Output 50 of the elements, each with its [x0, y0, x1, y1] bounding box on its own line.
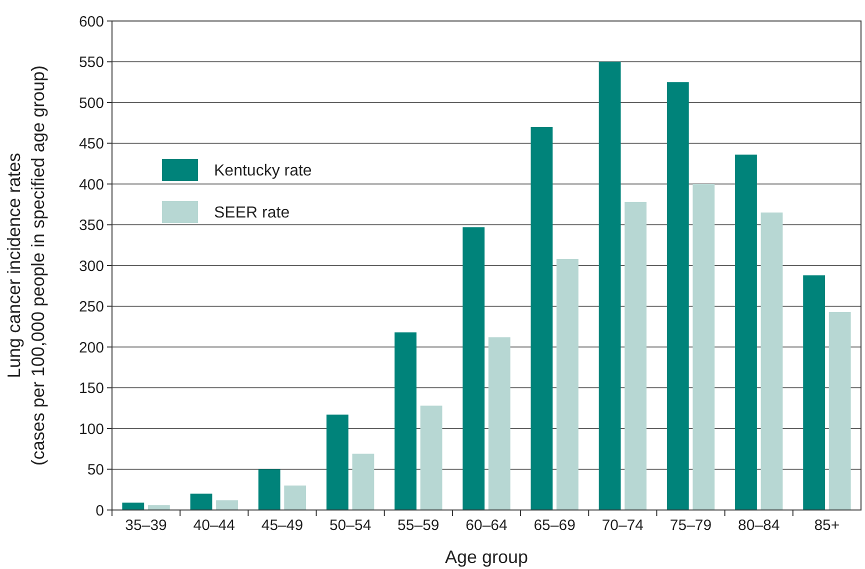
bar: [624, 202, 647, 510]
bar: [692, 184, 715, 510]
bar: [122, 502, 144, 510]
bar: [148, 505, 170, 510]
x-tick-label: 70–74: [602, 517, 644, 534]
legend-label: Kentucky rate: [214, 162, 312, 180]
bar: [828, 312, 851, 510]
bar: [462, 227, 485, 510]
x-tick-label: 60–64: [466, 517, 508, 534]
y-tick-label: 500: [78, 94, 104, 112]
x-tick-label: 80–84: [738, 517, 780, 534]
y-tick-label: 300: [78, 258, 104, 275]
bar: [420, 406, 442, 510]
y-tick-label: 550: [78, 54, 104, 71]
bar: [216, 500, 238, 510]
y-tick-label: 450: [78, 136, 104, 152]
bar: [258, 469, 280, 510]
bar: [598, 62, 621, 510]
x-tick-label: 75–79: [670, 517, 712, 534]
bar: [352, 454, 374, 510]
bar: [488, 337, 510, 510]
legend-label: SEER rate: [214, 204, 290, 222]
bar: [666, 82, 689, 510]
x-axis-title: Age group: [444, 547, 528, 567]
bar: [556, 258, 578, 510]
x-tick-label: 55–59: [398, 517, 440, 534]
bar: [394, 332, 416, 510]
bar: [530, 126, 553, 510]
y-axis-title: Lung cancer incidence rates (cases per 100,000 people in specified age group): [4, 65, 48, 466]
y-tick-label: 150: [78, 380, 104, 397]
y-tick-label: 400: [78, 176, 104, 194]
bar: [190, 494, 212, 510]
x-tick-label: 40–44: [193, 517, 235, 534]
x-tick-label: 45–49: [261, 517, 304, 534]
y-tick-label: 200: [78, 339, 104, 356]
bar: [284, 486, 306, 510]
bar: [735, 154, 757, 510]
bar: [803, 275, 826, 510]
x-tick-label: 50–54: [329, 517, 372, 534]
x-tick-label: 65–69: [534, 517, 576, 534]
y-tick-label: 0: [96, 502, 104, 520]
x-tick-label: 35–39: [125, 517, 167, 534]
bar: [326, 414, 348, 510]
y-tick-label: 100: [78, 420, 104, 438]
y-tick-label: 600: [78, 13, 104, 30]
y-tick-label: 50: [87, 462, 104, 478]
bar: [760, 212, 783, 510]
x-tick-label: 85+: [814, 517, 840, 534]
y-tick-label: 350: [78, 217, 104, 234]
y-tick-label: 250: [78, 298, 104, 316]
